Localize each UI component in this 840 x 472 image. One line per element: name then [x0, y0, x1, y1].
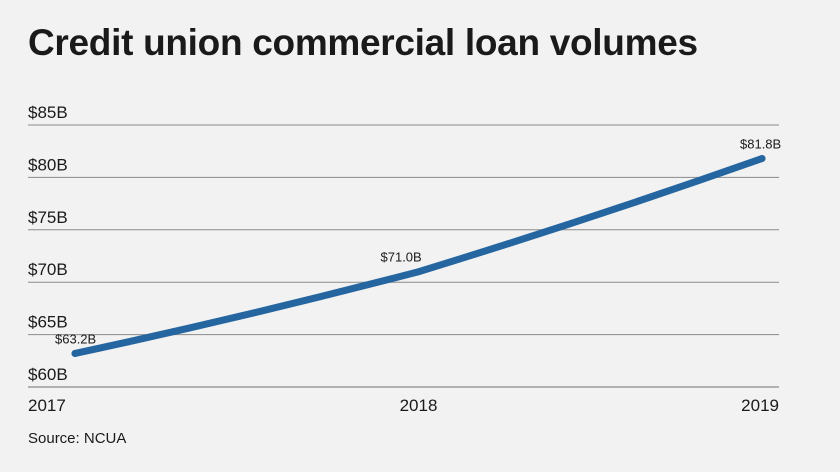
- data-labels: $63.2B $71.0B $81.8B: [55, 137, 781, 347]
- source-note: Source: NCUA: [28, 430, 127, 447]
- y-tick-label: $80B: [28, 155, 68, 174]
- x-tick-label: 2018: [400, 396, 438, 415]
- data-label: $63.2B: [55, 331, 96, 346]
- data-label: $81.8B: [740, 137, 781, 152]
- data-point: [758, 155, 766, 163]
- series: [71, 155, 766, 357]
- chart-title: Credit union commercial loan volumes: [28, 22, 698, 63]
- data-point: [71, 349, 79, 357]
- y-tick-label: $70B: [28, 260, 68, 279]
- y-tick-label: $60B: [28, 365, 68, 384]
- y-tick-label: $85B: [28, 103, 68, 122]
- y-tick-label: $75B: [28, 208, 68, 227]
- data-label: $71.0B: [381, 250, 422, 265]
- y-axis-ticks: $60B $65B $70B $75B $80B $85B: [28, 103, 68, 384]
- x-axis-ticks: 2017 2018 2019: [28, 396, 779, 415]
- x-tick-label: 2017: [28, 396, 66, 415]
- data-point: [415, 268, 422, 276]
- x-tick-label: 2019: [741, 396, 779, 415]
- y-tick-label: $65B: [28, 313, 68, 332]
